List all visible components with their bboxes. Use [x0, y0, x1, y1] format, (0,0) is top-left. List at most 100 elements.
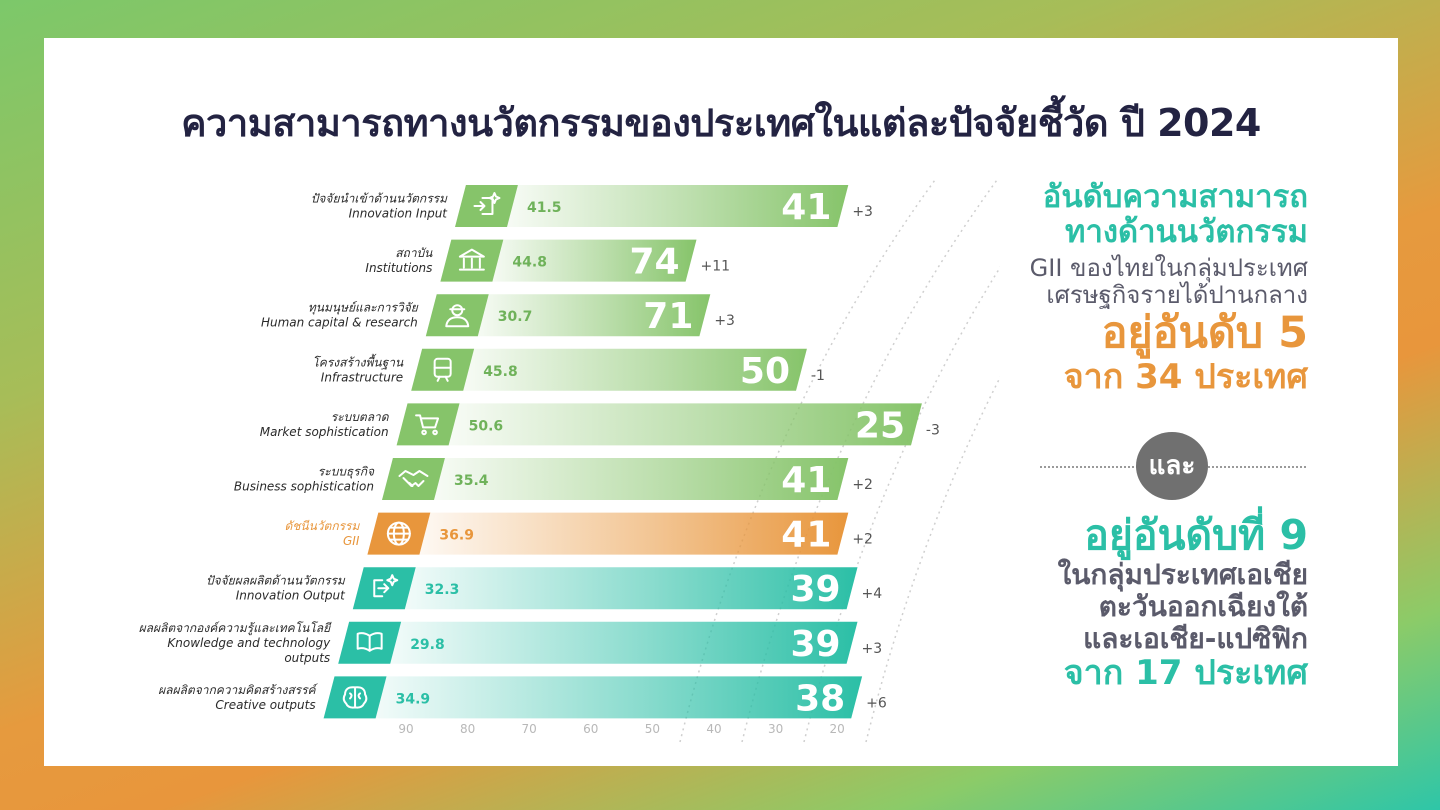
rank-label: 74	[629, 242, 679, 283]
sparkle-input-icon	[473, 192, 501, 215]
score-label: 41.5	[527, 200, 562, 216]
icon-tile	[455, 185, 518, 227]
rank-bar-chart: 90 80 70 60 50 40 30 20 41.5 41 +3 ปัจจัยนำเข้าด้าน…	[139, 179, 1000, 743]
book-icon	[356, 632, 383, 652]
score-label: 50.6	[469, 418, 504, 434]
x-tick-label: 20	[830, 722, 845, 736]
category-label-en: Knowledge and technology	[167, 636, 331, 650]
x-tick-label: 70	[522, 722, 537, 736]
cart-icon	[415, 414, 440, 436]
guide-arc	[865, 376, 1000, 743]
and-badge: และ	[1136, 432, 1208, 500]
score-label: 34.9	[396, 691, 431, 707]
institution-icon	[458, 248, 485, 271]
category-label-thai: สถาบัน	[395, 246, 433, 260]
icon-tile	[382, 458, 445, 500]
brain-icon	[342, 686, 368, 709]
change-label: +2	[852, 477, 873, 493]
handshake-icon	[398, 470, 429, 487]
panel-rank-5: อยู่อันดับ 5	[1101, 308, 1308, 359]
change-label: +3	[714, 313, 735, 329]
x-tick-label: 40	[706, 722, 721, 736]
x-tick-label: 60	[583, 722, 598, 736]
rank-label: 41	[781, 460, 831, 501]
rank-bar	[413, 512, 849, 555]
rank-label: 71	[643, 296, 693, 337]
right-panel-lower: อยู่อันดับที่ 9 ในกลุ่มประเทศเอเชีย ตะวั…	[1000, 512, 1308, 693]
score-label: 45.8	[483, 364, 518, 380]
icon-tile	[396, 403, 460, 446]
score-label: 30.7	[498, 309, 533, 325]
train-icon	[433, 357, 452, 382]
rank-bar	[486, 239, 697, 282]
category-label-thai: ผลผลิตจากองค์ความรู้และเทคโนโลยี	[139, 621, 333, 636]
x-tick-label: 90	[398, 722, 413, 736]
score-label: 29.8	[410, 637, 445, 653]
category-label-thai: ปัจจัยนำเข้าด้านนวัตกรรม	[311, 192, 448, 206]
score-label: 35.4	[454, 473, 489, 489]
rank-label: 25	[855, 405, 905, 446]
category-label-en: outputs	[284, 651, 330, 665]
rank-label: 50	[740, 351, 790, 392]
researcher-icon	[445, 304, 470, 328]
bar-row: 32.3 39 +4 ปัจจัยผลผลิตด้านนวัตกรรมInnovati…	[206, 567, 882, 610]
bar-row: 29.8 39 +3 ผลผลิตจากองค์ความรู้และเทคโนโลยี…	[139, 621, 883, 665]
rank-label: 41	[781, 515, 831, 556]
change-label: +3	[852, 204, 873, 220]
category-label-en: Innovation Input	[349, 207, 449, 221]
category-label-thai: ทุนมนุษย์และการวิจัย	[308, 301, 419, 316]
rank-label: 38	[795, 678, 845, 719]
panel-line-2: ทางด้านนวัตกรรม	[1065, 214, 1308, 251]
panel-line-9: ตะวันออกเฉียงใต้	[1098, 589, 1308, 623]
category-label-en: Business sophistication	[234, 480, 374, 494]
rank-bar	[442, 403, 922, 446]
category-label-en: Market sophistication	[260, 425, 389, 439]
rank-bar	[384, 621, 858, 664]
sparkle-output-icon	[373, 574, 399, 598]
category-label-en: Infrastructure	[321, 370, 403, 384]
x-tick-label: 30	[768, 722, 783, 736]
icon-tile	[411, 348, 475, 391]
category-label-en: Institutions	[365, 261, 432, 275]
category-label-en: GII	[343, 534, 360, 548]
rank-label: 39	[790, 624, 840, 665]
rank-label: 39	[790, 569, 840, 610]
panel-line-3: GII ของไทยในกลุ่มประเทศ	[1029, 253, 1308, 282]
x-tick-label: 50	[645, 722, 660, 736]
change-label: -1	[811, 368, 825, 384]
rank-label: 41	[781, 187, 831, 228]
rank-bar	[398, 567, 858, 610]
rank-bar	[428, 458, 849, 500]
right-panel: อันดับความสามารถ ทางด้านนวัตกรรม GII ของ…	[1000, 179, 1308, 397]
score-label: 44.8	[512, 255, 547, 271]
panel-line-10: และเอเชีย-แปซิฟิก	[1083, 621, 1308, 655]
category-label-thai: โครงสร้างพื้นฐาน	[312, 353, 404, 370]
category-label-thai: ปัจจัยผลผลิตด้านนวัตกรรม	[206, 574, 346, 588]
panel-line-8: ในกลุ่มประเทศเอเชีย	[1057, 557, 1308, 591]
category-label-thai: ระบบธุรกิจ	[318, 465, 375, 480]
score-label: 36.9	[439, 528, 474, 544]
change-label: +4	[862, 586, 883, 602]
category-label-thai: ระบบตลาด	[331, 410, 390, 424]
x-tick-label: 80	[460, 722, 475, 736]
rank-bar	[457, 348, 807, 391]
globe-icon	[386, 521, 411, 546]
bar-row: 41.5 41 +3 ปัจจัยนำเข้าด้านนวัตกรรมInnovati…	[311, 185, 873, 228]
category-label-thai: ผลผลิตจากความคิดสร้างสรรค์	[158, 683, 318, 697]
change-label: +3	[862, 641, 883, 657]
change-label: +2	[852, 532, 873, 548]
category-label-en: Innovation Output	[236, 589, 346, 603]
rank-bar	[369, 676, 863, 719]
page-title: ความสามารถทางนวัตกรรมของประเทศในแต่ละปัจ…	[181, 101, 1261, 145]
category-label-en: Human capital & research	[261, 316, 418, 330]
panel-line-4: เศรษฐกิจรายได้ปานกลาง	[1046, 281, 1308, 310]
panel-of-17: จาก 17 ประเทศ	[1063, 653, 1308, 694]
score-label: 32.3	[425, 582, 460, 598]
change-label: +11	[701, 259, 731, 275]
category-label-thai: ดัชนีนวัตกรรม	[284, 519, 360, 533]
